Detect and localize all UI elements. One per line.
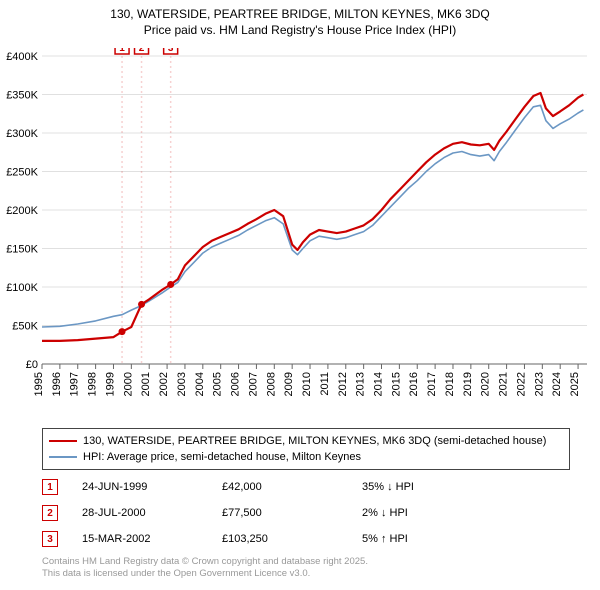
y-tick-label: £150K [6,244,38,256]
x-tick-label: 2020 [480,372,492,396]
y-tick-label: £100K [6,282,38,294]
x-tick-label: 2019 [462,372,474,396]
x-tick-label: 2003 [176,372,188,396]
x-tick-label: 2025 [569,372,581,396]
x-tick-label: 1995 [33,372,45,396]
x-tick-label: 2023 [533,372,545,396]
table-row: 3 15-MAR-2002 £103,250 5% ↑ HPI [42,526,556,552]
sale-date: 15-MAR-2002 [82,533,222,545]
y-tick-label: £50K [12,321,38,333]
sale-point-marker [138,301,145,308]
marker-badge: 2 [42,505,58,521]
table-row: 2 28-JUL-2000 £77,500 2% ↓ HPI [42,500,556,526]
marker-badge-number: 1 [119,48,125,54]
x-tick-label: 2005 [212,372,224,396]
x-tick-label: 2017 [426,372,438,396]
y-tick-label: £400K [6,51,38,63]
sale-hpi: 2% ↓ HPI [362,507,556,519]
sale-marker-table: 1 24-JUN-1999 £42,000 35% ↓ HPI 2 28-JUL… [42,474,556,552]
price-series-line [42,93,583,341]
marker-badge: 3 [42,531,58,547]
x-tick-label: 1998 [87,372,99,396]
legend-item: 130, WATERSIDE, PEARTREE BRIDGE, MILTON … [49,433,563,449]
legend-item: HPI: Average price, semi-detached house,… [49,449,563,465]
x-tick-label: 1996 [51,372,63,396]
x-tick-label: 2000 [122,372,134,396]
x-tick-label: 2014 [373,372,385,396]
legend-label: HPI: Average price, semi-detached house,… [83,451,361,463]
legend-swatch [49,456,77,458]
x-tick-label: 2021 [498,372,510,396]
x-tick-label: 2010 [301,372,313,396]
sale-point-marker [119,328,126,335]
x-tick-label: 2009 [283,372,295,396]
x-tick-label: 2015 [390,372,402,396]
x-tick-label: 2011 [319,372,331,396]
table-row: 1 24-JUN-1999 £42,000 35% ↓ HPI [42,474,556,500]
sale-hpi: 5% ↑ HPI [362,533,556,545]
x-tick-label: 2002 [158,372,170,396]
legend-label: 130, WATERSIDE, PEARTREE BRIDGE, MILTON … [83,435,546,447]
sale-point-marker [167,281,174,288]
sale-price: £103,250 [222,533,362,545]
x-tick-label: 2007 [247,372,259,396]
sale-date: 24-JUN-1999 [82,481,222,493]
y-tick-label: £300K [6,128,38,140]
sale-price: £42,000 [222,481,362,493]
x-tick-label: 2016 [408,372,420,396]
x-tick-label: 2024 [551,372,563,396]
y-tick-label: £250K [6,167,38,179]
x-tick-label: 2018 [444,372,456,396]
chart-area: £0 £50K £100K £150K £200K £250K £300K £350K £400… [0,48,600,428]
x-tick-label: 1997 [69,372,81,396]
x-tick-label: 2001 [140,372,152,396]
y-tick-label: £200K [6,205,38,217]
x-tick-label: 2012 [337,372,349,396]
sale-price: £77,500 [222,507,362,519]
x-tick-label: 2013 [355,372,367,396]
footer-line-2: This data is licensed under the Open Gov… [42,568,562,580]
chart-title: 130, WATERSIDE, PEARTREE BRIDGE, MILTON … [0,6,600,38]
x-tick-label: 1999 [104,372,116,396]
title-line-2: Price paid vs. HM Land Registry's House … [0,22,600,38]
y-tick-label: £350K [6,90,38,102]
y-tick-label: £0 [26,359,38,371]
marker-badge-number: 3 [168,48,174,54]
chart-legend: 130, WATERSIDE, PEARTREE BRIDGE, MILTON … [42,428,570,470]
line-chart: £0 £50K £100K £150K £200K £250K £300K £350K £400… [0,48,600,428]
sale-hpi: 35% ↓ HPI [362,481,556,493]
x-tick-label: 2006 [230,372,242,396]
x-tick-label: 2022 [515,372,527,396]
sale-date: 28-JUL-2000 [82,507,222,519]
marker-badge: 1 [42,479,58,495]
marker-badge-number: 2 [139,48,145,54]
attribution-footer: Contains HM Land Registry data © Crown c… [42,556,562,580]
legend-swatch [49,440,77,442]
x-tick-label: 2004 [194,372,206,396]
title-line-1: 130, WATERSIDE, PEARTREE BRIDGE, MILTON … [0,6,600,22]
x-tick-label: 2008 [265,372,277,396]
footer-line-1: Contains HM Land Registry data © Crown c… [42,556,562,568]
